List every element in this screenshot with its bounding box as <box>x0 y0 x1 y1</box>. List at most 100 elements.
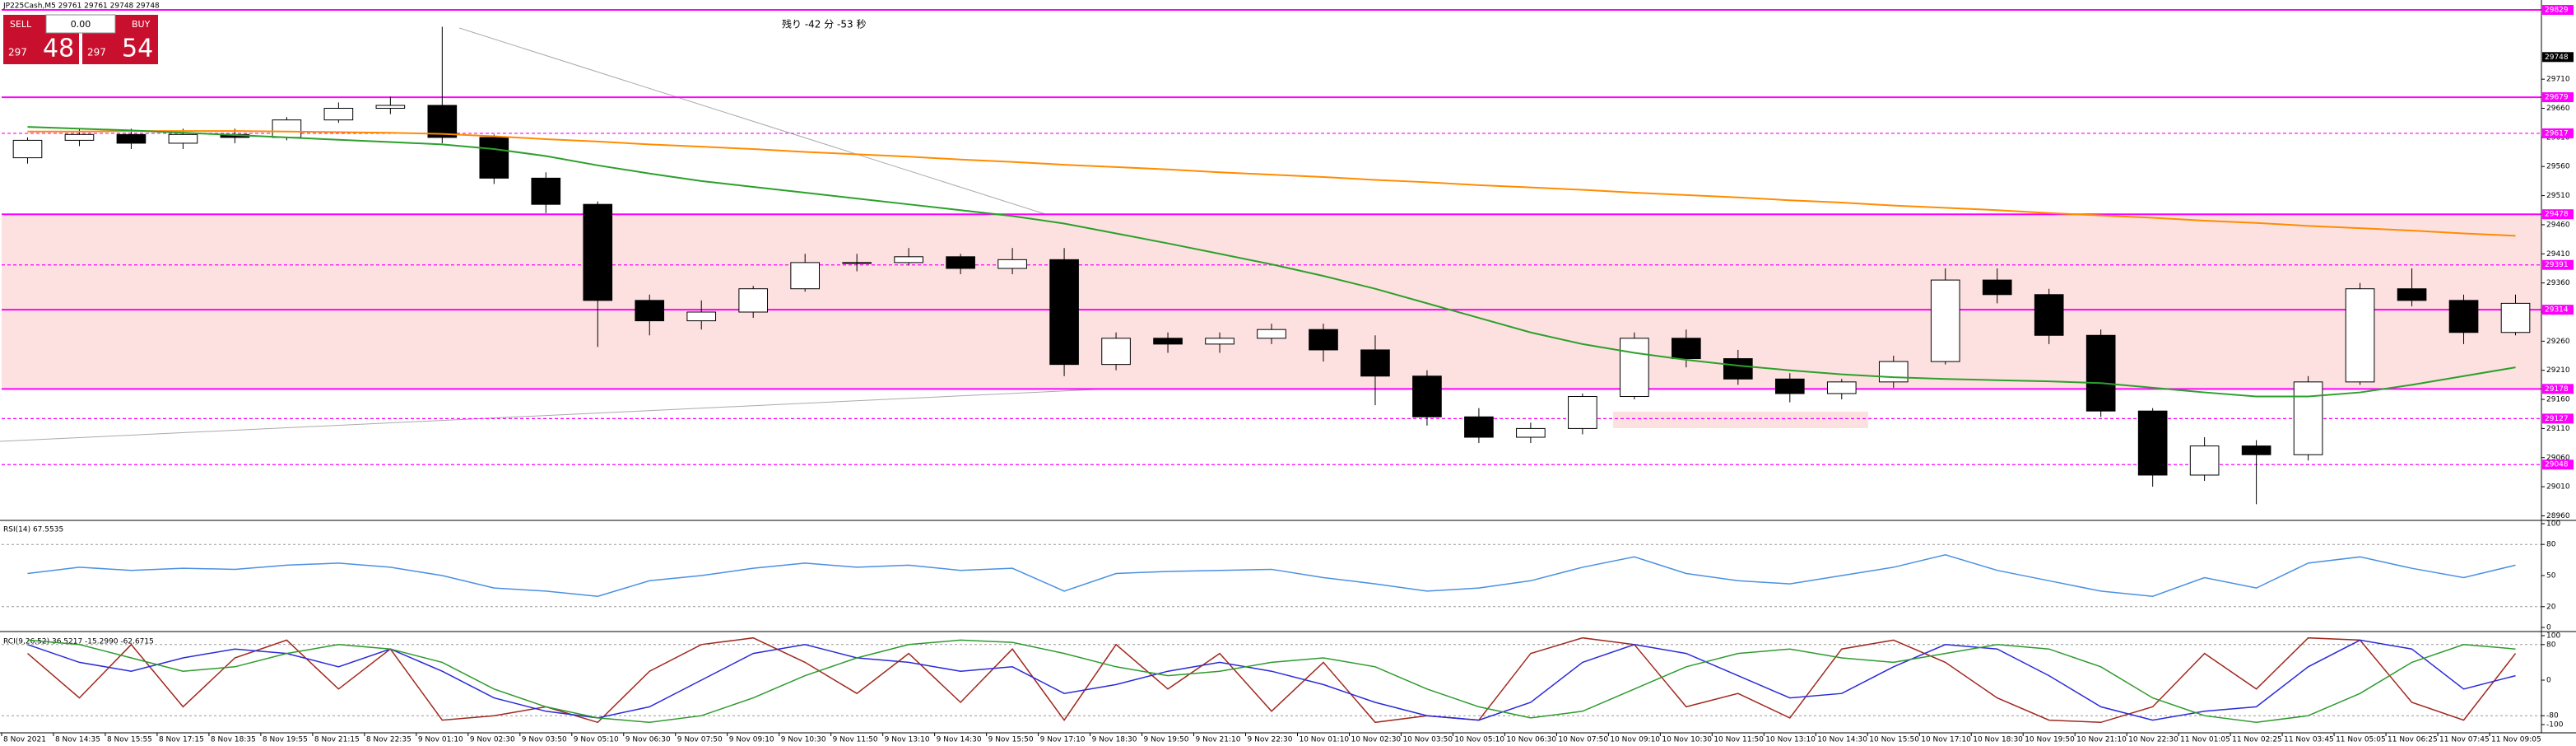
candle-body <box>1049 259 1079 366</box>
highlight-box <box>1613 412 1868 428</box>
indicator-title: RSI(14) 67.5535 <box>3 526 63 534</box>
x-tick-label: 9 Nov 19:50 <box>1144 736 1189 744</box>
candle-body <box>2293 381 2323 455</box>
x-tick-label: 11 Nov 03:45 <box>2284 736 2334 744</box>
level-label-box <box>2542 413 2574 424</box>
candle-body <box>272 119 302 138</box>
lot-box[interactable] <box>45 14 116 34</box>
moving-average <box>27 130 2516 237</box>
indicator-line <box>27 639 2516 724</box>
x-tick-label: 10 Nov 17:10 <box>1921 736 1971 744</box>
x-tick-label: 9 Nov 21:10 <box>1196 736 1241 744</box>
lot-value[interactable]: 0.00 <box>71 19 91 30</box>
y-tick-label: 29660 <box>2546 105 2570 113</box>
x-tick-label: 10 Nov 19:50 <box>2025 736 2075 744</box>
level-label-box <box>2542 128 2574 138</box>
candle-body <box>2085 334 2116 412</box>
candle-body <box>479 137 509 179</box>
x-tick-label: 9 Nov 01:10 <box>418 736 463 744</box>
candle-body <box>1826 381 1857 394</box>
x-tick-label: 9 Nov 22:30 <box>1248 736 1293 744</box>
x-tick-label: 10 Nov 05:10 <box>1454 736 1504 744</box>
buy-price-small: 297 <box>87 47 106 58</box>
candle-body <box>12 139 43 159</box>
y-tick-label: 29360 <box>2546 279 2570 287</box>
sell-price-big: 48 <box>43 35 74 63</box>
candle-body <box>738 288 769 313</box>
candle-body <box>2241 445 2271 455</box>
candle-body <box>635 300 665 322</box>
level-label-box <box>2542 384 2574 394</box>
x-tick-label: 8 Nov 2021 <box>3 736 46 744</box>
candle-body <box>790 262 821 290</box>
candle-body <box>583 203 613 301</box>
candle-body <box>116 133 146 144</box>
current-price-label: 29748 <box>2545 54 2569 62</box>
x-tick-label: 9 Nov 14:30 <box>937 736 982 744</box>
x-tick-label: 10 Nov 10:30 <box>1662 736 1712 744</box>
x-tick-label: 9 Nov 15:50 <box>988 736 1034 744</box>
candle-body <box>2448 300 2479 333</box>
buy-button[interactable]: BUY <box>132 19 151 30</box>
y-tick-label: 29560 <box>2546 163 2570 171</box>
x-tick-label: 8 Nov 15:55 <box>107 736 152 744</box>
level-label: 29178 <box>2545 385 2569 394</box>
x-tick-label: 9 Nov 17:10 <box>1040 736 1086 744</box>
trade-panel: SELL BUY 0.00 297 48 297 54 <box>3 14 158 64</box>
y-tick-label: -100 <box>2546 721 2564 730</box>
candle-body <box>1257 329 1286 339</box>
candle-body <box>2137 410 2168 476</box>
x-tick-label: 8 Nov 14:35 <box>55 736 100 744</box>
candle-body <box>1672 338 1701 360</box>
indicator-title: RCI(9,26,52) 36.5217 -15.2990 -62.6715 <box>3 638 154 646</box>
candle-body <box>1878 361 1909 383</box>
candle-body <box>1774 378 1805 394</box>
level-label: 29048 <box>2545 461 2569 469</box>
x-tick-label: 11 Nov 05:05 <box>2336 736 2386 744</box>
x-tick-label: 9 Nov 06:30 <box>625 736 671 744</box>
x-tick-label: 8 Nov 19:55 <box>263 736 308 744</box>
x-tick-label: 11 Nov 01:05 <box>2180 736 2230 744</box>
y-tick-label: 29260 <box>2546 338 2570 346</box>
level-label-box <box>2542 459 2574 470</box>
buy-price-big: 54 <box>122 35 153 63</box>
level-label: 29314 <box>2545 306 2569 315</box>
level-label-box <box>2542 305 2574 315</box>
x-tick-label: 10 Nov 11:50 <box>1713 736 1764 744</box>
candle-body <box>531 177 561 205</box>
y-tick-label: 29460 <box>2546 221 2570 229</box>
x-tick-label: 11 Nov 02:25 <box>2232 736 2282 744</box>
x-tick-label: 10 Nov 02:30 <box>1351 736 1401 744</box>
x-tick-label: 11 Nov 06:25 <box>2388 736 2438 744</box>
x-tick-label: 9 Nov 11:50 <box>833 736 878 744</box>
candle-body <box>997 259 1027 269</box>
x-tick-label: 10 Nov 09:10 <box>1610 736 1660 744</box>
moving-average <box>27 126 2516 398</box>
x-tick-label: 11 Nov 09:05 <box>2491 736 2541 744</box>
y-tick-label: 100 <box>2546 520 2560 529</box>
indicator-line <box>27 554 2516 597</box>
y-tick-label: 29510 <box>2546 192 2570 200</box>
x-tick-label: 8 Nov 17:15 <box>159 736 204 744</box>
candle-body <box>686 311 717 322</box>
candle-body <box>2397 288 2427 301</box>
y-tick-label: -80 <box>2546 712 2559 720</box>
level-label: 29478 <box>2545 211 2569 219</box>
y-tick-label: 80 <box>2546 641 2556 649</box>
candle-body <box>1309 329 1338 351</box>
x-tick-label: 9 Nov 13:10 <box>885 736 930 744</box>
candle-body <box>946 256 975 269</box>
x-tick-label: 10 Nov 21:10 <box>2076 736 2127 744</box>
candle-body <box>168 133 198 144</box>
level-label-box <box>2542 259 2574 270</box>
x-tick-label: 10 Nov 01:10 <box>1299 736 1349 744</box>
y-tick-label: 100 <box>2546 632 2560 641</box>
x-tick-label: 10 Nov 15:50 <box>1869 736 1919 744</box>
plot-area: 8 Nov 2021 8 Nov 14:35 8 Nov 15:55 8 Nov 17… <box>1 5 2574 744</box>
indicator-line <box>27 639 2516 721</box>
y-tick-label: 20 <box>2546 603 2556 611</box>
sell-button[interactable]: SELL <box>10 19 32 30</box>
candle-body <box>1516 427 1546 438</box>
y-tick-label: 29010 <box>2546 483 2570 492</box>
candle-body <box>2189 445 2220 476</box>
